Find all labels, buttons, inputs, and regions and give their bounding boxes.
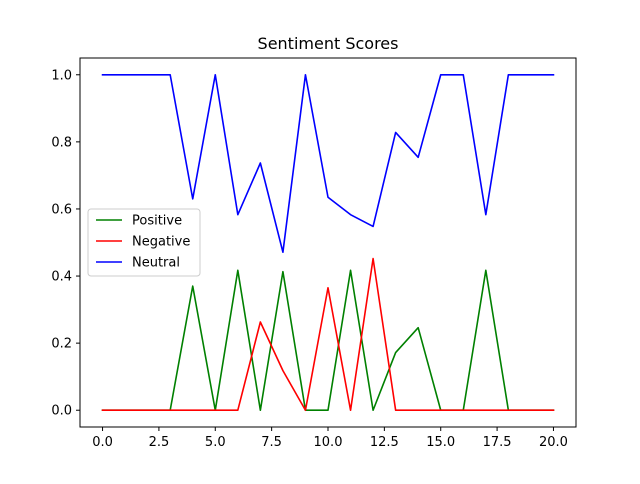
chart-title: Sentiment Scores [258, 34, 399, 53]
y-tick-label: 0.6 [51, 202, 72, 217]
series-line-positive [101, 269, 555, 412]
y-tick-label: 0.0 [51, 404, 72, 419]
x-tick-label: 5.0 [205, 435, 226, 450]
x-tick-label: 10.0 [314, 435, 343, 450]
y-axis: 0.0 0.2 0.4 0.6 0.8 1.0 [51, 68, 80, 419]
series-line-neutral [101, 73, 555, 254]
legend-label-positive: Positive [132, 214, 182, 229]
y-tick-label: 0.4 [51, 270, 72, 285]
x-tick-label: 17.5 [483, 435, 512, 450]
legend-box [87, 208, 201, 277]
series-line-negative [101, 257, 555, 412]
x-tick-label: 0.0 [92, 435, 113, 450]
legend-label-neutral: Neutral [132, 256, 180, 271]
x-axis: 0.0 2.5 5.0 7.5 10.0 12.5 15.0 17.5 20.0 [92, 427, 568, 450]
series-layer [101, 73, 555, 412]
legend-label-negative: Negative [132, 235, 190, 250]
y-tick-label: 0.2 [51, 337, 72, 352]
x-tick-label: 2.5 [149, 435, 170, 450]
x-tick-label: 12.5 [370, 435, 399, 450]
x-tick-label: 7.5 [261, 435, 282, 450]
x-tick-label: 20.0 [539, 435, 568, 450]
y-tick-label: 0.8 [51, 135, 72, 150]
legend: Positive Negative Neutral [87, 208, 201, 277]
y-tick-label: 1.0 [51, 68, 72, 83]
x-tick-label: 15.0 [426, 435, 455, 450]
